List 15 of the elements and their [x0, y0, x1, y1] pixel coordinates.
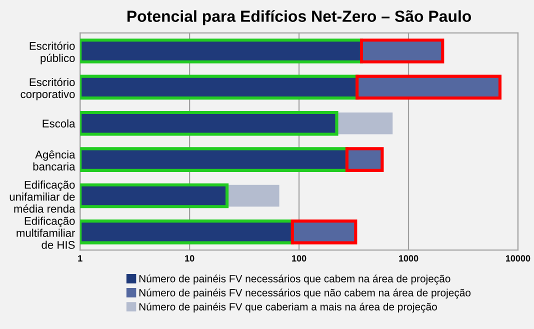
y-tick-label: Edificação unifamiliar de média renda — [10, 180, 76, 213]
y-tick-label: Agência bancaria — [33, 150, 76, 171]
y-tick-label: Escritório público — [30, 42, 75, 64]
legend-label: Número de painéis FV que caberiam a mais na área de projeção — [139, 302, 437, 313]
y-tick-label: Edificação multifamiliar de HIS — [16, 216, 76, 249]
x-tick-label: 1000 — [399, 255, 418, 262]
x-tick-label: 100 — [292, 255, 306, 262]
chart-title: Potencial para Edifícios Net-Zero – São Paulo — [127, 10, 472, 26]
y-tick-label: Escola — [42, 119, 76, 128]
legend-label: Número de painéis FV necessários que não cabem na área de projeção — [139, 288, 471, 299]
x-tick-label: 10 — [185, 255, 194, 262]
x-tick-label: 10000 — [506, 255, 530, 262]
y-tick-label: Escritório corporativo — [20, 78, 75, 100]
legend-label: Número de painéis FV necessários que cabem na área de projeção — [139, 274, 450, 284]
x-tick-label: 1 — [78, 255, 82, 262]
